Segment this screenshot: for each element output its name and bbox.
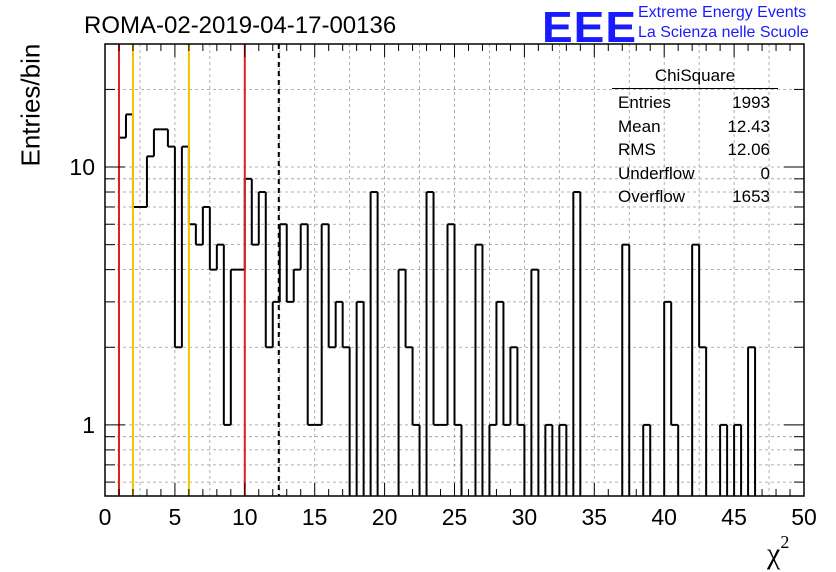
x-tick-label: 15 bbox=[302, 504, 328, 530]
x-tick-label: 45 bbox=[721, 504, 747, 530]
y-tick-labels: 1 10 bbox=[69, 154, 95, 438]
marker-lines bbox=[117, 44, 280, 496]
x-tick-label: 5 bbox=[169, 504, 182, 530]
stats-title: ChiSquare bbox=[612, 66, 778, 89]
x-tick-label: 30 bbox=[512, 504, 538, 530]
stats-label: Mean bbox=[618, 116, 661, 136]
stats-row-rms: RMS 12.06 bbox=[612, 138, 778, 162]
x-tick-label: 35 bbox=[582, 504, 608, 530]
logo-subtitle-line2: La Scienza nelle Scuole bbox=[638, 24, 809, 41]
stats-label: Entries bbox=[618, 93, 671, 112]
x-tick-label: 50 bbox=[791, 504, 817, 530]
stats-value: 1653 bbox=[732, 187, 770, 206]
stats-value: 12.06 bbox=[727, 140, 770, 159]
run-title: ROMA-02-2019-04-17-00136 bbox=[84, 12, 397, 39]
stats-label: Overflow bbox=[618, 187, 686, 206]
histogram-outline bbox=[117, 113, 757, 496]
stats-row-overflow: Overflow 1653 bbox=[612, 185, 778, 209]
x-tick-label: 20 bbox=[372, 504, 398, 530]
x-tick-label: 0 bbox=[99, 504, 112, 530]
y-tick-label: 1 bbox=[82, 412, 95, 438]
x-tick-label: 40 bbox=[651, 504, 677, 530]
stats-value: 1993 bbox=[732, 93, 770, 112]
stats-row-entries: Entries 1993 bbox=[612, 91, 778, 115]
y-axis-label: Entries/bin bbox=[15, 43, 46, 167]
y-tick-label: 10 bbox=[69, 154, 95, 180]
stats-box: ChiSquare Entries 1993 Mean 12.43 RMS 12… bbox=[612, 66, 778, 209]
stats-value: 0 bbox=[760, 163, 770, 183]
stats-label: Underflow bbox=[618, 163, 695, 183]
x-tick-label: 10 bbox=[232, 504, 258, 530]
x-tick-label: 25 bbox=[442, 504, 468, 530]
x-tick-labels: 0 5 10 15 20 25 30 35 40 45 50 bbox=[99, 504, 817, 530]
x-axis-label: χ2 bbox=[767, 532, 790, 570]
logo-subtitle-line1: Extreme Energy Events bbox=[638, 4, 807, 21]
stats-row-underflow: Underflow 0 bbox=[612, 162, 778, 186]
eee-logo: EEE bbox=[542, 2, 638, 52]
stats-value: 12.43 bbox=[727, 116, 770, 136]
stats-label: RMS bbox=[618, 140, 656, 159]
stats-row-mean: Mean 12.43 bbox=[612, 115, 778, 139]
axis-ticks bbox=[104, 44, 805, 496]
